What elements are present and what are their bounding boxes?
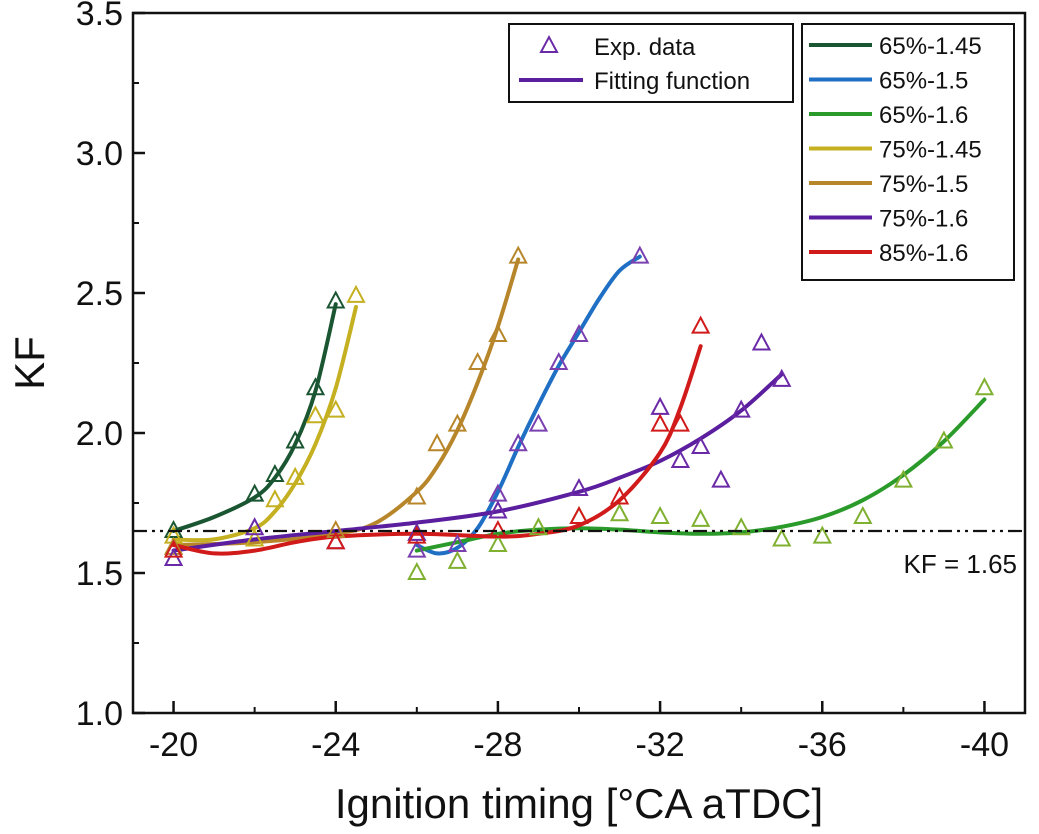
exp-marker: [650, 505, 670, 525]
exp-marker: [326, 531, 346, 550]
exp-marker: [407, 525, 427, 544]
reference-line-label: KF = 1.65: [904, 549, 1017, 579]
y-tick-label: 2.0: [76, 415, 123, 453]
exp-marker: [751, 332, 772, 351]
fit-line: [171, 302, 338, 533]
exp-marker: [772, 528, 792, 547]
legend-series: 65%-1.45 65%-1.5 65%-1.6 75%-1.45 75%-1.5 75%…: [801, 23, 1015, 281]
exp-marker: [670, 413, 691, 432]
legend-series-label: 85%-1.6: [879, 240, 968, 267]
exp-marker: [265, 463, 285, 483]
x-tick-label: -32: [636, 726, 685, 764]
exp-marker: [346, 284, 366, 303]
exp-markers: [163, 245, 995, 581]
x-tick-label: -24: [311, 726, 360, 764]
exp-marker: [244, 528, 265, 547]
exp-marker: [549, 351, 569, 371]
exp-marker: [650, 413, 670, 432]
exp-marker: [569, 477, 589, 497]
legend-marker-label: Exp. data: [594, 34, 696, 61]
x-tick-label: -40: [960, 726, 1009, 764]
exp-marker: [893, 469, 914, 488]
y-axis-title: KF: [6, 336, 53, 390]
exp-marker: [609, 503, 630, 522]
fit-lines: [171, 254, 987, 556]
exp-marker: [326, 399, 346, 418]
exp-marker: [569, 505, 589, 525]
y-tick-label: 1.0: [76, 695, 123, 733]
exp-marker: [488, 323, 508, 343]
exp-marker: [670, 449, 691, 469]
exp-marker: [163, 539, 184, 558]
y-axis-ticks: 1.0 1.5 2.0 2.5 3.0 3.5: [76, 0, 145, 733]
exp-marker: [326, 519, 346, 539]
exp-marker: [407, 522, 427, 541]
exp-marker: [528, 413, 549, 432]
plot-area: [133, 245, 1025, 581]
x-axis-title: Ignition timing [°CA aTDC]: [335, 780, 823, 827]
fit-line: [171, 257, 521, 547]
exp-marker: [711, 469, 731, 488]
x-tick-label: -28: [473, 726, 522, 764]
fit-line: [414, 397, 987, 553]
legend-marker-label: Fitting function: [594, 68, 750, 95]
legend-series-label: 65%-1.6: [879, 102, 968, 129]
exp-marker: [690, 435, 711, 455]
exp-marker: [569, 323, 589, 343]
exp-marker: [609, 486, 630, 505]
x-tick-label: -20: [149, 726, 198, 764]
exp-marker: [326, 290, 346, 309]
exp-marker: [630, 245, 650, 264]
exp-marker: [427, 433, 447, 452]
y-tick-label: 3.0: [76, 135, 123, 173]
exp-marker: [407, 486, 427, 505]
exp-marker: [447, 413, 468, 432]
exp-marker: [974, 377, 995, 396]
exp-marker: [934, 430, 954, 449]
fit-line: [171, 372, 784, 553]
exp-marker: [305, 377, 326, 396]
exp-marker: [731, 399, 751, 418]
legend-series-label: 65%-1.45: [879, 33, 982, 60]
exp-marker: [265, 489, 285, 508]
y-tick-label: 2.5: [76, 275, 123, 313]
exp-marker: [488, 519, 508, 539]
exp-marker: [690, 315, 711, 334]
exp-marker: [772, 368, 792, 387]
exp-marker: [690, 508, 711, 527]
x-axis-ticks: -20 -24 -28 -32 -36 -40: [149, 701, 1009, 764]
fit-line: [414, 254, 642, 556]
exp-marker: [853, 505, 873, 525]
exp-marker: [285, 466, 305, 485]
fit-line: [171, 305, 358, 543]
legend-markers-box: [508, 23, 794, 103]
exp-marker: [528, 517, 549, 536]
legend-triangle-icon: [539, 34, 559, 54]
exp-marker: [488, 500, 508, 519]
exp-marker: [244, 517, 265, 536]
exp-marker: [508, 245, 528, 264]
exp-marker: [812, 525, 832, 544]
exp-marker: [467, 351, 488, 371]
exp-marker: [407, 561, 427, 581]
exp-marker: [488, 533, 508, 553]
exp-marker: [244, 483, 265, 502]
legend-series-box: [801, 23, 1015, 281]
legend-series-label: 75%-1.45: [879, 137, 982, 164]
exp-marker: [407, 539, 427, 558]
x-tick-label: -36: [798, 726, 847, 764]
legend-series-label: 75%-1.6: [879, 206, 968, 233]
legend-markers: Exp. data Fitting function: [508, 23, 794, 103]
exp-marker: [731, 517, 751, 536]
exp-marker: [447, 550, 468, 569]
y-tick-label: 3.5: [76, 0, 123, 33]
exp-marker: [305, 405, 326, 424]
legend-series-label: 75%-1.5: [879, 171, 968, 198]
exp-marker: [285, 430, 305, 449]
exp-marker: [163, 536, 184, 555]
y-tick-label: 1.5: [76, 555, 123, 593]
exp-marker: [508, 433, 528, 452]
legend-series-label: 65%-1.5: [879, 68, 968, 95]
